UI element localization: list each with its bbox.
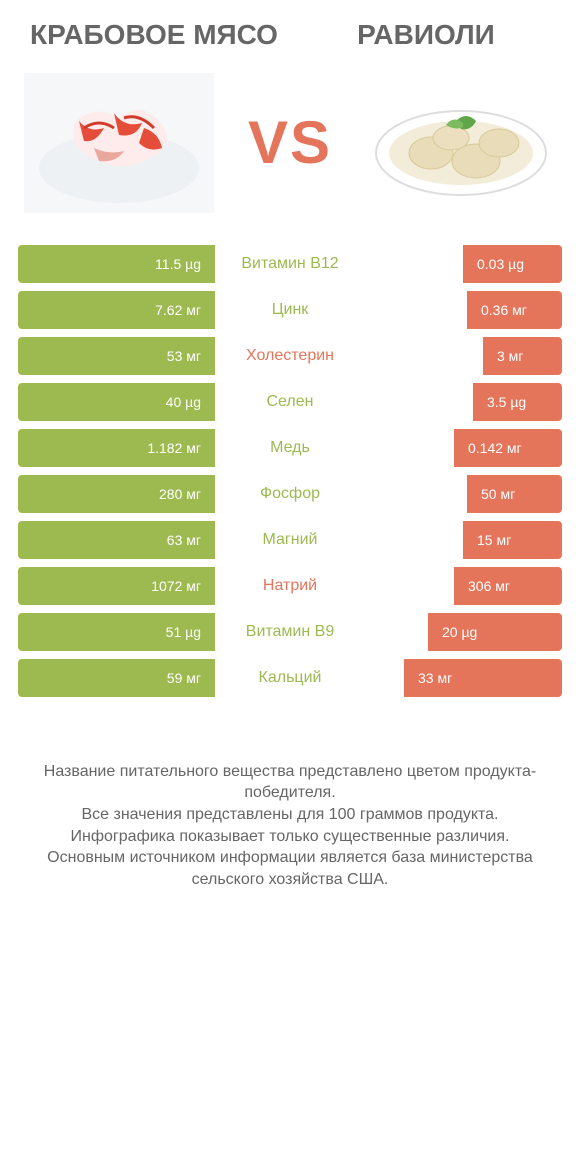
right-bar-area: 0.03 µg bbox=[365, 241, 562, 287]
ravioli-icon bbox=[371, 83, 551, 203]
right-bar-area: 306 мг bbox=[365, 563, 562, 609]
nutrient-label: Витамин B12 bbox=[215, 241, 365, 287]
comparison-row: 51 µgВитамин B9 20 µg bbox=[18, 609, 562, 655]
nutrient-label: Магний bbox=[215, 517, 365, 563]
right-bar-area: 33 мг bbox=[365, 655, 562, 701]
right-value-bar: 0.36 мг bbox=[467, 291, 562, 329]
left-value-bar: 1.182 мг bbox=[18, 429, 215, 467]
left-bar-area: 59 мг bbox=[18, 655, 215, 701]
comparison-row: 11.5 µgВитамин B12 0.03 µg bbox=[18, 241, 562, 287]
nutrient-label: Холестерин bbox=[215, 333, 365, 379]
nutrient-label: Натрий bbox=[215, 563, 365, 609]
right-product-image bbox=[366, 73, 556, 213]
left-product-title: КРАБОВОЕ МЯСО bbox=[18, 20, 290, 51]
comparison-row: 59 мгКальций 33 мг bbox=[18, 655, 562, 701]
left-bar-area: 51 µg bbox=[18, 609, 215, 655]
nutrient-label: Витамин B9 bbox=[215, 609, 365, 655]
left-product-image bbox=[24, 73, 214, 213]
right-bar-area: 15 мг bbox=[365, 517, 562, 563]
right-value-bar: 15 мг bbox=[463, 521, 562, 559]
left-bar-area: 1.182 мг bbox=[18, 425, 215, 471]
footer-line: Основным источником информации является … bbox=[26, 847, 554, 890]
comparison-row: 63 мгМагний 15 мг bbox=[18, 517, 562, 563]
left-bar-area: 7.62 мг bbox=[18, 287, 215, 333]
right-value-bar: 0.03 µg bbox=[463, 245, 562, 283]
left-value-bar: 53 мг bbox=[18, 337, 215, 375]
left-value-bar: 7.62 мг bbox=[18, 291, 215, 329]
nutrient-label: Медь bbox=[215, 425, 365, 471]
right-value-bar: 3.5 µg bbox=[473, 383, 562, 421]
images-row: VS bbox=[18, 73, 562, 213]
left-bar-area: 40 µg bbox=[18, 379, 215, 425]
footer-text: Название питательного вещества представл… bbox=[18, 761, 562, 891]
left-value-bar: 59 мг bbox=[18, 659, 215, 697]
nutrient-label: Цинк bbox=[215, 287, 365, 333]
right-bar-area: 50 мг bbox=[365, 471, 562, 517]
right-value-bar: 50 мг bbox=[467, 475, 562, 513]
left-bar-area: 1072 мг bbox=[18, 563, 215, 609]
left-value-bar: 51 µg bbox=[18, 613, 215, 651]
comparison-row: 1072 мгНатрий 306 мг bbox=[18, 563, 562, 609]
right-value-bar: 20 µg bbox=[428, 613, 562, 651]
nutrient-label: Фосфор bbox=[215, 471, 365, 517]
vs-text: VS bbox=[248, 108, 332, 177]
right-value-bar: 3 мг bbox=[483, 337, 562, 375]
comparison-row: 53 мгХолестерин 3 мг bbox=[18, 333, 562, 379]
right-value-bar: 0.142 мг bbox=[454, 429, 562, 467]
footer-line: Название питательного вещества представл… bbox=[26, 761, 554, 804]
titles-row: КРАБОВОЕ МЯСО РАВИОЛИ bbox=[18, 20, 562, 51]
left-value-bar: 40 µg bbox=[18, 383, 215, 421]
left-bar-area: 63 мг bbox=[18, 517, 215, 563]
comparison-row: 1.182 мгМедь 0.142 мг bbox=[18, 425, 562, 471]
left-bar-area: 53 мг bbox=[18, 333, 215, 379]
right-bar-area: 20 µg bbox=[365, 609, 562, 655]
left-bar-area: 280 мг bbox=[18, 471, 215, 517]
footer-line: Инфографика показывает только существенн… bbox=[26, 826, 554, 848]
crab-meat-icon bbox=[24, 73, 214, 213]
comparison-rows: 11.5 µgВитамин B12 0.03 µg 7.62 мгЦинк 0.36… bbox=[18, 241, 562, 701]
right-bar-area: 3 мг bbox=[365, 333, 562, 379]
comparison-row: 7.62 мгЦинк 0.36 мг bbox=[18, 287, 562, 333]
left-value-bar: 11.5 µg bbox=[18, 245, 215, 283]
comparison-row: 280 мгФосфор 50 мг bbox=[18, 471, 562, 517]
right-value-bar: 306 мг bbox=[454, 567, 562, 605]
right-product-title: РАВИОЛИ bbox=[290, 20, 562, 51]
left-value-bar: 63 мг bbox=[18, 521, 215, 559]
left-value-bar: 280 мг bbox=[18, 475, 215, 513]
left-bar-area: 11.5 µg bbox=[18, 241, 215, 287]
comparison-row: 40 µgСелен 3.5 µg bbox=[18, 379, 562, 425]
right-bar-area: 0.36 мг bbox=[365, 287, 562, 333]
right-bar-area: 3.5 µg bbox=[365, 379, 562, 425]
right-bar-area: 0.142 мг bbox=[365, 425, 562, 471]
nutrient-label: Кальций bbox=[215, 655, 365, 701]
footer-line: Все значения представлены для 100 граммо… bbox=[26, 804, 554, 826]
nutrient-label: Селен bbox=[215, 379, 365, 425]
right-value-bar: 33 мг bbox=[404, 659, 562, 697]
left-value-bar: 1072 мг bbox=[18, 567, 215, 605]
